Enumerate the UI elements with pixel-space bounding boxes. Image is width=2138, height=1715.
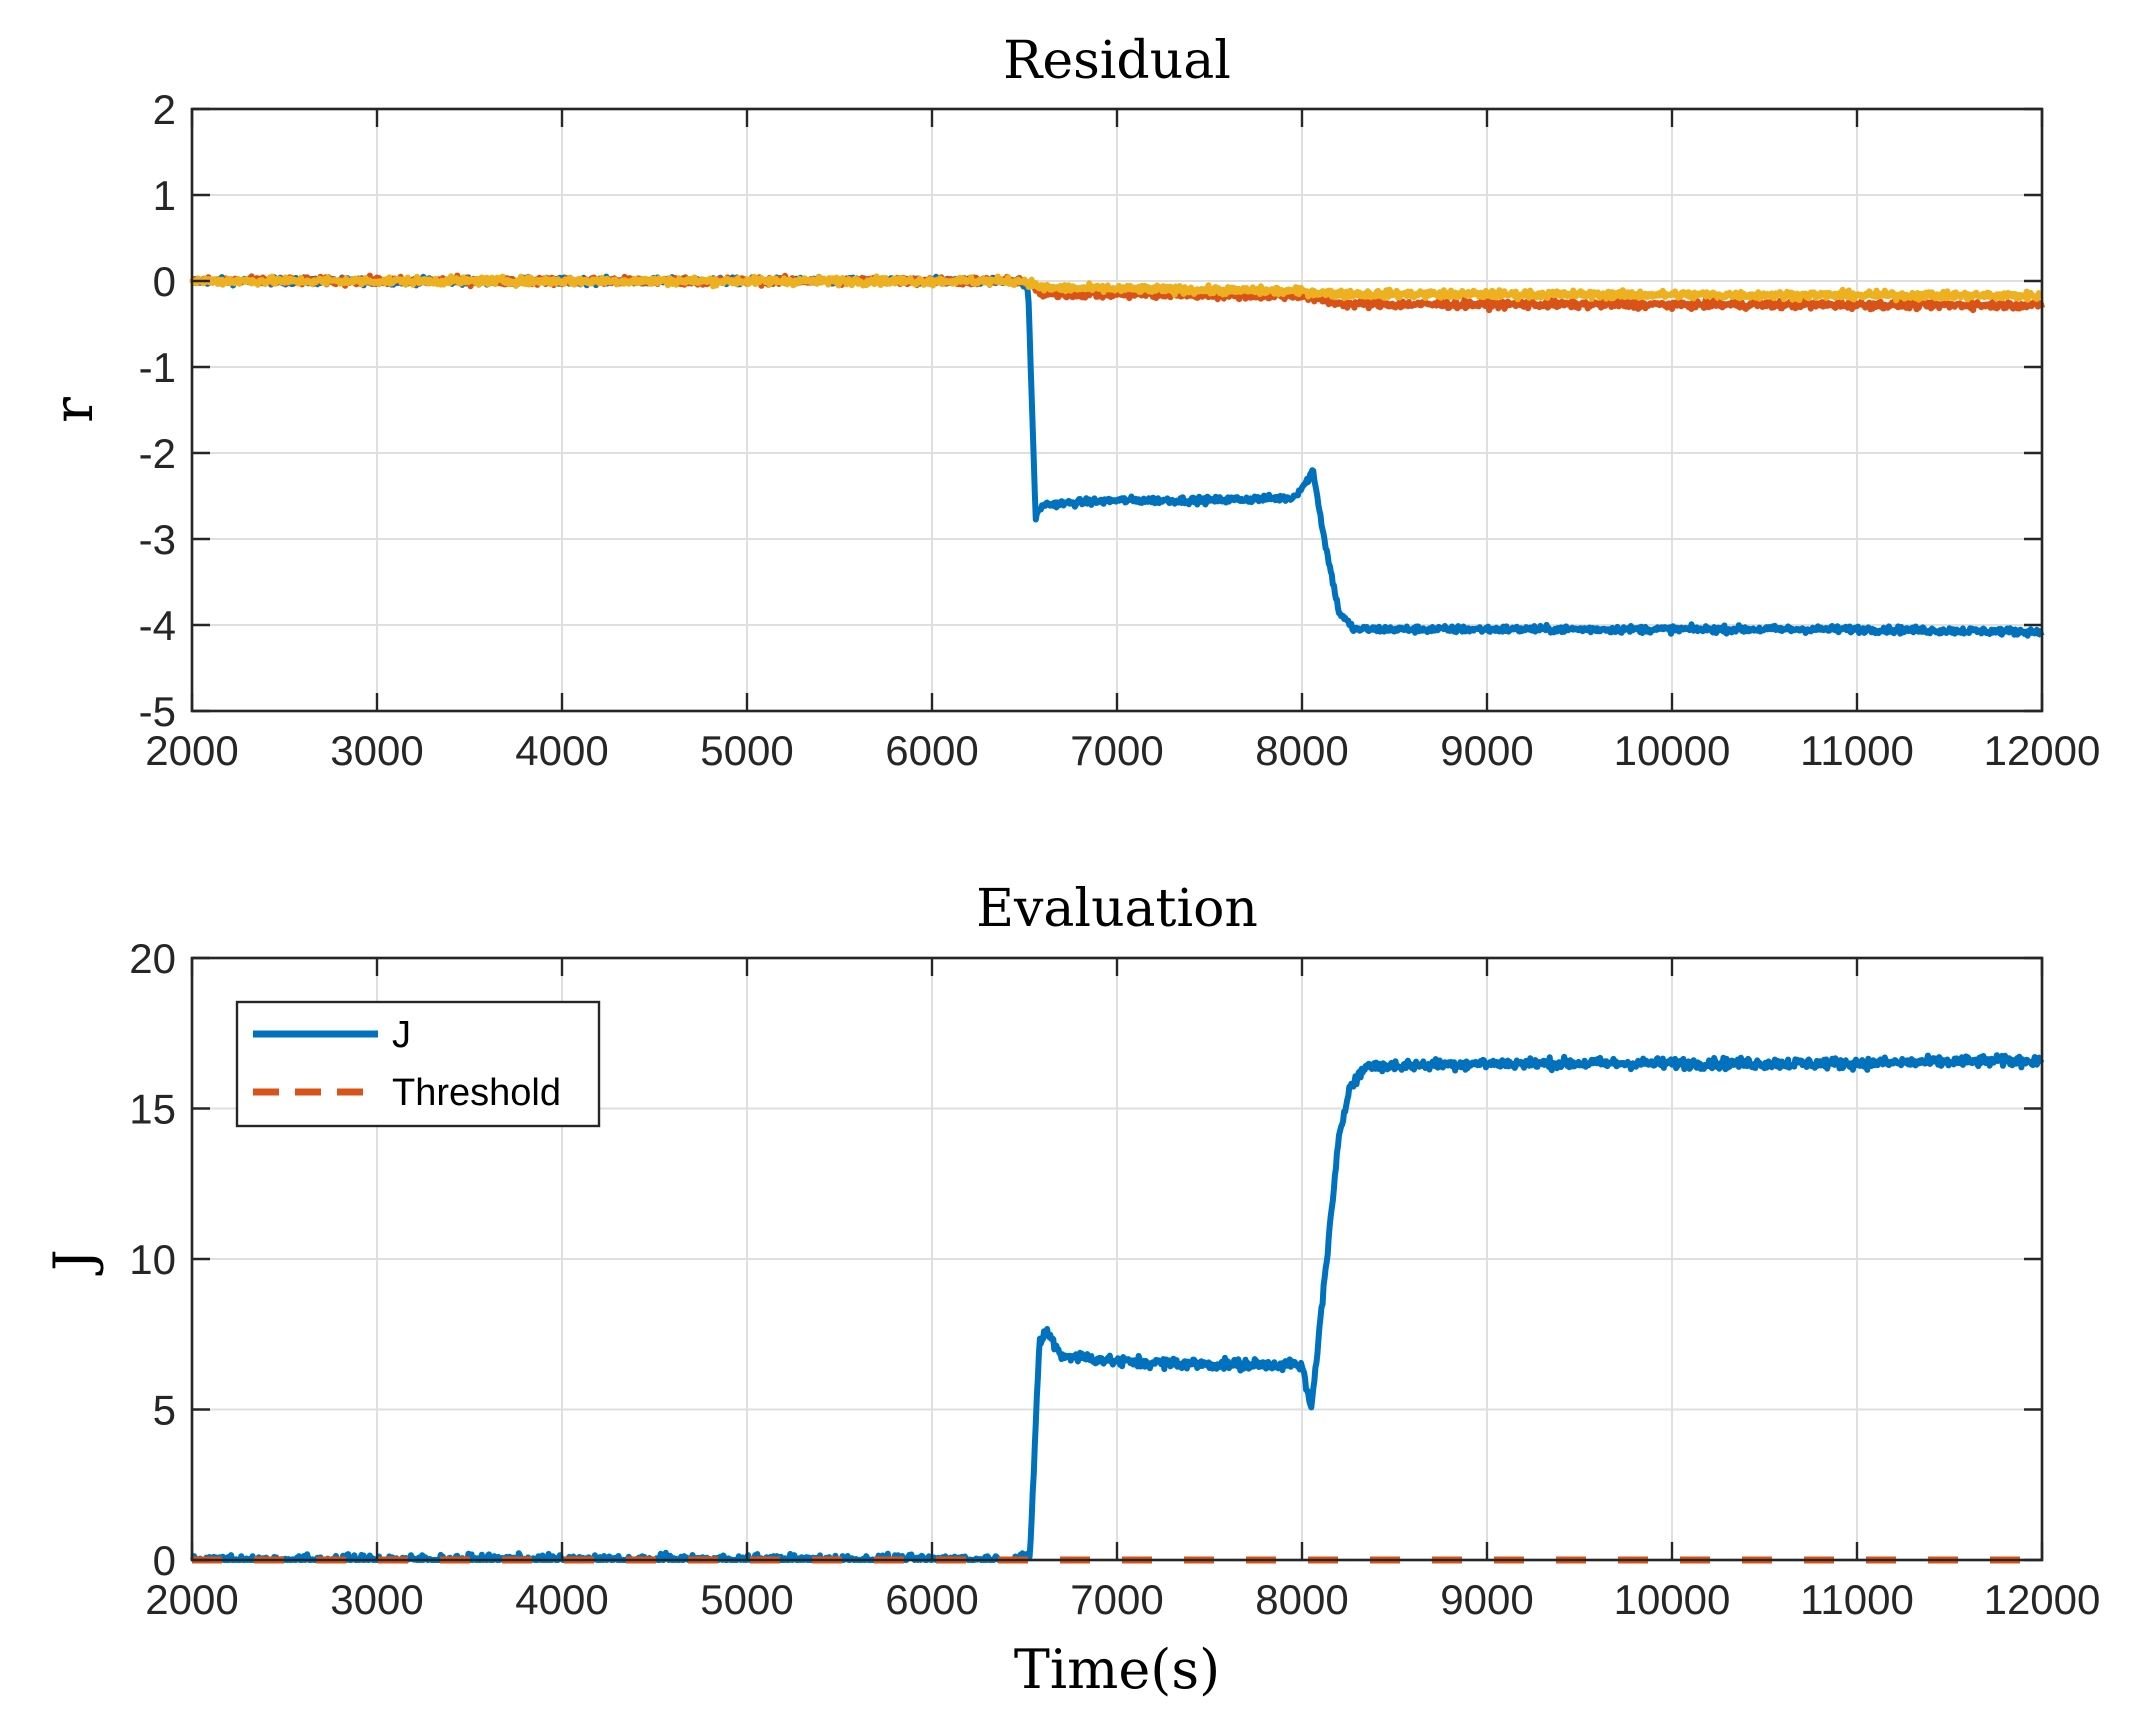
residual-x-tick-label: 12000 xyxy=(1984,727,2101,774)
residual-x-tick-label: 5000 xyxy=(700,727,793,774)
evaluation-legend: J Threshold xyxy=(235,1000,601,1128)
evaluation-x-tick-label: 10000 xyxy=(1614,1576,1731,1623)
residual-y-tick-label: -5 xyxy=(139,688,176,735)
residual-y-tick-label: -2 xyxy=(139,430,176,477)
evaluation-y-tick-label: 20 xyxy=(129,935,176,982)
evaluation-y-tick-label: 10 xyxy=(129,1236,176,1283)
evaluation-y-axis-label: J xyxy=(42,1249,105,1276)
legend-label-j: J xyxy=(392,1014,411,1056)
residual-x-tick-label: 7000 xyxy=(1070,727,1163,774)
residual-x-tick-label: 9000 xyxy=(1440,727,1533,774)
evaluation-x-axis-label: Time(s) xyxy=(1014,1638,1220,1701)
legend-box xyxy=(235,1000,601,1128)
evaluation-x-tick-label: 2000 xyxy=(145,1576,238,1623)
residual-series-r3 xyxy=(189,273,2044,304)
residual-x-tick-label: 6000 xyxy=(885,727,978,774)
residual-x-tick-label: 3000 xyxy=(330,727,423,774)
evaluation-x-tick-label: 9000 xyxy=(1440,1576,1533,1623)
residual-x-tick-label: 2000 xyxy=(145,727,238,774)
evaluation-x-tick-label: 12000 xyxy=(1984,1576,2101,1623)
evaluation-y-tick-label: 15 xyxy=(129,1086,176,1133)
evaluation-x-tick-label: 6000 xyxy=(885,1576,978,1623)
evaluation-x-tick-label: 7000 xyxy=(1070,1576,1163,1623)
residual-y-axis-label: r xyxy=(42,397,105,423)
residual-ticks: 2000 3000 4000 5000 6000 7000 8000 9000 10000 110… xyxy=(139,86,2101,774)
residual-x-tick-label: 11000 xyxy=(1800,727,1914,774)
evaluation-title: Evaluation xyxy=(976,879,1258,939)
evaluation-ticks: 2000 3000 4000 5000 6000 7000 8000 9000 10000 110… xyxy=(129,935,2100,1623)
residual-x-tick-label: 10000 xyxy=(1614,727,1731,774)
residual-title: Residual xyxy=(1003,31,1231,91)
evaluation-subplot: 2000 3000 4000 5000 6000 7000 8000 9000 10000 110… xyxy=(42,879,2100,1701)
evaluation-x-tick-label: 3000 xyxy=(330,1576,423,1623)
residual-x-tick-label: 8000 xyxy=(1255,727,1348,774)
evaluation-x-tick-label: 4000 xyxy=(515,1576,608,1623)
residual-y-tick-label: -3 xyxy=(139,516,176,563)
evaluation-x-tick-label: 8000 xyxy=(1255,1576,1348,1623)
residual-y-tick-label: -1 xyxy=(139,344,176,391)
residual-grid xyxy=(192,109,2042,711)
residual-y-tick-label: -4 xyxy=(139,602,176,649)
evaluation-y-tick-label: 0 xyxy=(153,1537,176,1584)
residual-series-group xyxy=(189,272,2045,639)
residual-y-tick-label: 0 xyxy=(153,258,176,305)
evaluation-x-tick-label: 11000 xyxy=(1800,1576,1914,1623)
legend-label-threshold: Threshold xyxy=(392,1072,561,1114)
residual-x-tick-label: 4000 xyxy=(515,727,608,774)
residual-y-tick-label: 1 xyxy=(153,172,176,219)
evaluation-x-tick-label: 5000 xyxy=(700,1576,793,1623)
residual-subplot: 2000 3000 4000 5000 6000 7000 8000 9000 10000 110… xyxy=(42,31,2100,774)
residual-y-tick-label: 2 xyxy=(153,86,176,133)
evaluation-y-tick-label: 5 xyxy=(153,1387,176,1434)
